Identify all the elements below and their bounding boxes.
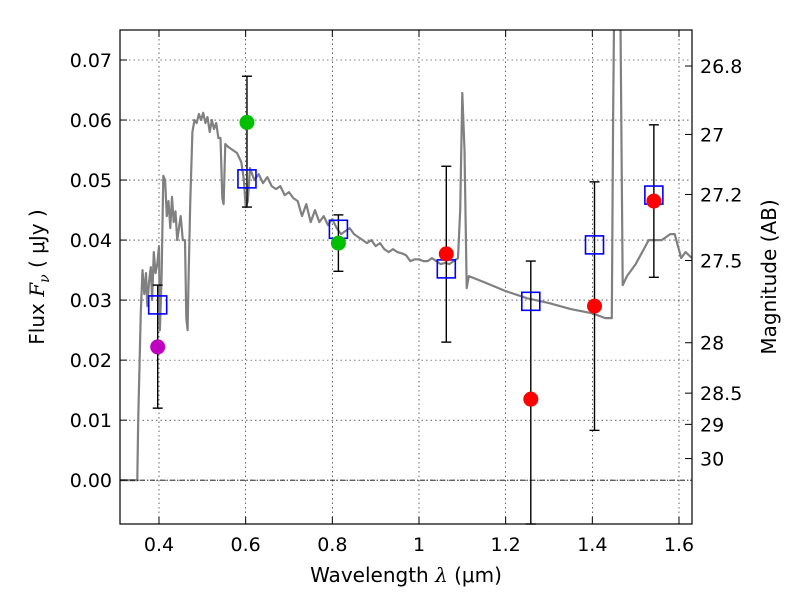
model-box bbox=[237, 169, 257, 189]
x-axis-title-prefix: Wavelength bbox=[310, 563, 435, 587]
observed-point bbox=[587, 298, 602, 314]
observed-point bbox=[239, 114, 255, 130]
y2-tick-label: 27.2 bbox=[700, 184, 742, 206]
y2-tick-label: 29 bbox=[700, 414, 724, 436]
y-axis-title-symbol: F bbox=[25, 282, 49, 298]
x-tick-label: 1.2 bbox=[491, 534, 521, 556]
y2-tick-label: 28 bbox=[700, 333, 724, 355]
template-spectrum bbox=[120, 30, 692, 482]
axis-ticks bbox=[120, 30, 692, 524]
x-axis-title-suffix: (μm) bbox=[448, 563, 502, 587]
plot-frame bbox=[119, 29, 693, 525]
x-tick-label: 1.4 bbox=[577, 534, 607, 556]
x-tick-label: 1 bbox=[413, 534, 425, 556]
x-tick-label: 0.4 bbox=[144, 534, 174, 556]
x-axis-title: Wavelength λ (μm) bbox=[310, 563, 502, 587]
y2-tick-label: 27 bbox=[700, 124, 724, 146]
y2-tick-label: 27.5 bbox=[700, 250, 742, 272]
model-box bbox=[520, 291, 541, 312]
y2-tick-label: 26.8 bbox=[700, 56, 742, 78]
y-tick-label: 0.04 bbox=[70, 230, 112, 252]
y-axis-title-prefix: Flux bbox=[25, 297, 49, 345]
x-tick-label: 1.6 bbox=[664, 534, 694, 556]
model-boxes bbox=[147, 169, 664, 315]
y-tick-label: 0.05 bbox=[70, 170, 112, 192]
observed-point bbox=[150, 339, 166, 355]
observed-point bbox=[330, 235, 346, 251]
y2-tick-label: 28.5 bbox=[700, 383, 742, 405]
observed-point bbox=[646, 193, 662, 209]
x-tick-label: 0.8 bbox=[317, 534, 347, 556]
y-axis-title: Flux Fν ( μJy ) bbox=[25, 209, 53, 344]
y-tick-label: 0.06 bbox=[70, 110, 112, 132]
y-axis-title-suffix: ( μJy ) bbox=[25, 209, 49, 274]
y2-tick-label: 30 bbox=[700, 449, 724, 471]
grid bbox=[120, 30, 692, 524]
observed-points bbox=[150, 114, 662, 407]
y-tick-label: 0.03 bbox=[70, 290, 112, 312]
spectrum-line bbox=[120, 30, 692, 482]
y-tick-label: 0.01 bbox=[70, 410, 112, 432]
observed-point bbox=[523, 391, 539, 407]
x-axis-title-symbol: λ bbox=[434, 563, 448, 587]
y-tick-label: 0.02 bbox=[70, 350, 112, 372]
tick-labels: 0.4 0.6 0.8 1 1.2 1.4 1.6 0.00 0.01 0.02 0.03 0.04 0… bbox=[70, 50, 743, 556]
y2-axis-title: Magnitude (AB) bbox=[757, 199, 781, 354]
x-tick-label: 0.6 bbox=[231, 534, 261, 556]
y-axis-title-subscript: ν bbox=[37, 274, 53, 283]
model-box bbox=[147, 295, 168, 315]
observed-point bbox=[438, 246, 454, 262]
y-tick-label: 0.00 bbox=[70, 470, 112, 492]
y-tick-label: 0.07 bbox=[70, 50, 112, 72]
model-box bbox=[584, 235, 605, 255]
